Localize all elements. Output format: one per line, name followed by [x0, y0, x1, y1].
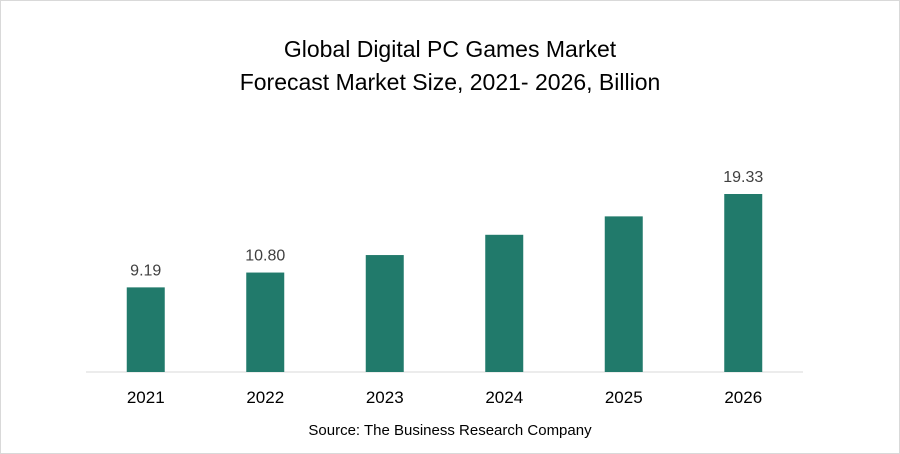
data-labels-group: 9.19 10.80 19.33: [130, 169, 763, 279]
data-label-2022: 10.80: [245, 248, 285, 265]
bar-2026: [724, 194, 763, 372]
source-note: Source: The Business Research Company: [308, 422, 592, 439]
bars-group: [126, 194, 763, 372]
x-tick-label-2026: 2026: [724, 388, 762, 407]
x-tick-label-2025: 2025: [605, 388, 643, 407]
bar-2023: [365, 255, 404, 372]
x-tick-label-2022: 2022: [246, 388, 284, 407]
x-tick-label-2021: 2021: [127, 388, 165, 407]
data-label-2021: 9.19: [130, 262, 161, 279]
data-label-2026: 19.33: [723, 169, 763, 186]
x-tick-labels-group: 2021 2022 2023 2024 2025 2026: [127, 388, 762, 407]
x-tick-label-2024: 2024: [485, 388, 523, 407]
bar-2024: [485, 234, 524, 372]
x-tick-label-2023: 2023: [366, 388, 404, 407]
bar-2025: [604, 216, 643, 372]
bar-2022: [246, 272, 285, 372]
chart-title-line-2: Forecast Market Size, 2021- 2026, Billio…: [239, 69, 661, 95]
chart-title-line-1: Global Digital PC Games Market: [283, 36, 617, 62]
bar-2021: [126, 287, 165, 372]
